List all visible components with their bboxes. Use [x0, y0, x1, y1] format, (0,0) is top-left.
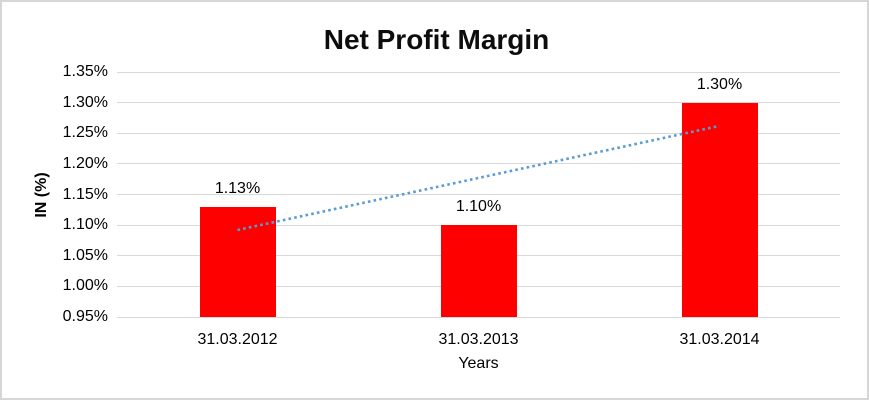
bar: [199, 206, 276, 317]
y-tick-label: 1.30%: [62, 93, 108, 111]
gridline: [117, 102, 840, 104]
bar-value-label: 1.10%: [455, 198, 502, 216]
y-tick-label: 1.15%: [62, 185, 108, 203]
gridline: [117, 316, 840, 318]
y-tick-label: 1.00%: [62, 277, 108, 295]
y-tick-label: 1.05%: [62, 246, 108, 264]
y-tick-label: 1.10%: [62, 216, 108, 234]
x-axis-title: Years: [458, 355, 499, 372]
gridline: [117, 71, 840, 73]
y-tick-label: 1.20%: [62, 154, 108, 172]
bar-value-label: 1.30%: [696, 75, 743, 93]
x-category-label: 31.03.2014: [679, 331, 760, 348]
y-tick-label: 1.25%: [62, 124, 108, 142]
chart-title: Net Profit Margin: [323, 24, 550, 55]
bar: [440, 225, 517, 317]
bar: [681, 102, 758, 317]
bar-value-label: 1.13%: [214, 179, 261, 197]
x-category-label: 31.03.2012: [197, 331, 278, 348]
x-category-label: 31.03.2013: [438, 331, 519, 348]
y-tick-label: 1.35%: [62, 63, 108, 80]
y-tick-label: 0.95%: [62, 308, 108, 325]
